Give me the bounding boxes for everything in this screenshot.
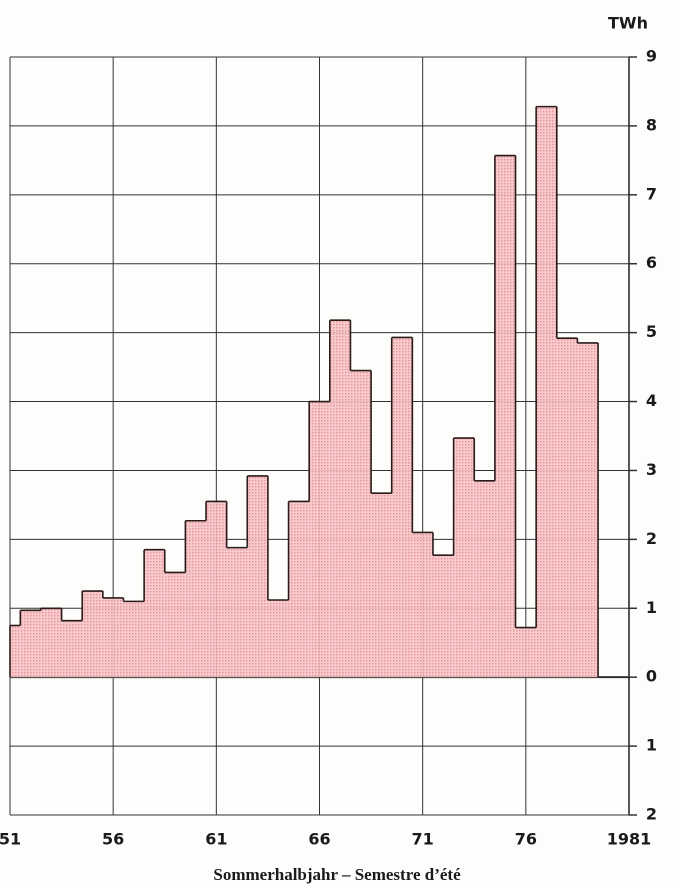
bar: [412, 532, 433, 678]
unit-label: TWh: [608, 14, 648, 33]
bar: [371, 493, 392, 678]
bar: [10, 625, 21, 678]
bar: [432, 555, 454, 678]
bar: [267, 600, 289, 678]
bar: [123, 601, 145, 678]
bar: [82, 591, 103, 678]
bar: [288, 501, 310, 678]
bar: [391, 337, 413, 678]
bar: [329, 320, 351, 678]
bar: [350, 370, 372, 678]
bar: [164, 572, 186, 678]
x-tick-label: 66: [308, 830, 330, 849]
x-tick-label: 1981: [607, 830, 652, 849]
bar: [577, 342, 599, 678]
bar: [453, 438, 475, 678]
bar: [226, 547, 248, 678]
y-tick-label: 1: [646, 598, 657, 617]
y-tick-label: 2: [646, 805, 657, 824]
y-tick-label: 5: [646, 322, 657, 341]
x-tick-label: 61: [205, 830, 227, 849]
y-tick-label: 9: [646, 47, 657, 66]
bar: [309, 401, 330, 678]
x-tick-label: 76: [515, 830, 537, 849]
y-tick-label: 3: [646, 460, 657, 479]
bar: [20, 610, 41, 678]
bar: [247, 475, 268, 678]
y-tick-label: 8: [646, 115, 657, 134]
bar: [536, 106, 557, 678]
y-tick-label: 6: [646, 253, 657, 272]
bar: [102, 597, 124, 678]
bar: [185, 520, 207, 678]
y-tick-label: 1: [646, 736, 657, 755]
bar: [206, 501, 227, 678]
y-tick-label: 0: [646, 667, 657, 686]
bar: [474, 480, 495, 678]
y-tick-label: 2: [646, 529, 657, 548]
x-tick-label: 71: [412, 830, 434, 849]
y-tick-label: 7: [646, 184, 657, 203]
y-tick-label: 4: [646, 391, 657, 410]
bar: [494, 155, 516, 678]
bar: [40, 608, 62, 678]
x-axis-label: Sommerhalbjahr – Semestre d’été: [213, 865, 461, 884]
x-tick-label: 56: [102, 830, 124, 849]
bar: [515, 627, 537, 678]
x-tick-label: 51: [0, 830, 21, 849]
bar: [556, 338, 578, 678]
bar: [144, 549, 165, 678]
bar: [61, 620, 83, 678]
